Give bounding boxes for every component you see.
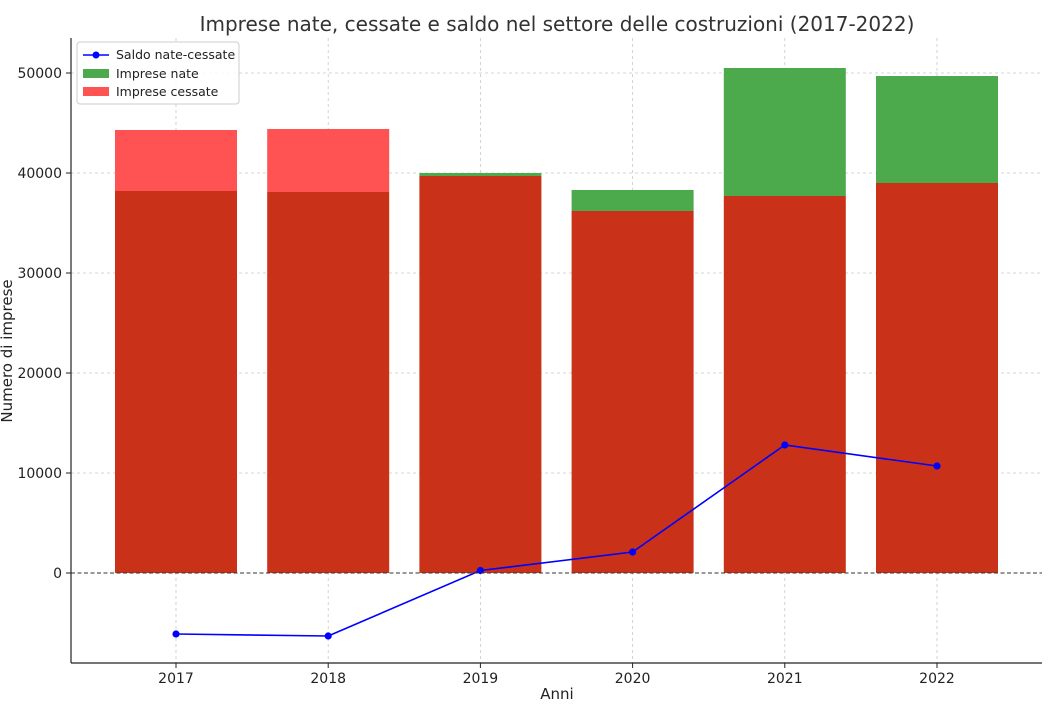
axes-layer: 0 10000 20000 30000 40000 50000 2017 2018 2019 20…: [17, 38, 1042, 687]
y-tick-label: 0: [53, 566, 62, 582]
y-tick-label: 10000: [17, 466, 62, 482]
y-axis-title: Numero di imprese: [0, 279, 16, 422]
y-tick-label: 40000: [17, 166, 62, 182]
x-axis-title: Anni: [540, 685, 573, 703]
legend-line-marker: [92, 51, 100, 59]
chart-title: Imprese nate, cessate e saldo nel settor…: [200, 12, 915, 36]
y-tick-label: 50000: [17, 66, 62, 82]
saldo-point: [476, 566, 484, 575]
saldo-point: [172, 630, 180, 638]
x-tick-label: 2021: [767, 671, 803, 687]
legend-label-cessate: Imprese cessate: [116, 84, 219, 99]
saldo-point: [933, 462, 941, 470]
legend-label-nate: Imprese nate: [116, 66, 199, 81]
legend-swatch-nate: [83, 69, 109, 78]
legend: Saldo nate-cessate Imprese nate Imprese …: [76, 41, 240, 105]
x-tick-label: 2019: [463, 671, 499, 687]
x-tick-label: 2020: [615, 671, 651, 687]
bar-overlap: [571, 211, 694, 573]
saldo-line: [175, 444, 938, 637]
x-tick-label: 2017: [158, 671, 194, 687]
saldo-point: [324, 632, 332, 640]
bar-nate: [723, 68, 846, 196]
bar-overlap: [419, 176, 542, 573]
bar-cessate: [115, 130, 237, 191]
x-tick-label: 2022: [919, 671, 955, 687]
x-tick-label: 2018: [310, 671, 346, 687]
legend-swatch-cessate: [83, 87, 109, 96]
bar-overlap: [115, 191, 237, 573]
bar-nate: [571, 190, 694, 211]
bars-layer: [115, 68, 998, 573]
bar-overlap: [876, 183, 998, 573]
bar-overlap: [723, 196, 846, 573]
saldo-point: [629, 548, 637, 556]
legend-label-saldo: Saldo nate-cessate: [116, 47, 235, 62]
y-tick-label: 20000: [17, 366, 62, 382]
saldo-point: [781, 441, 789, 449]
y-tick-label: 30000: [17, 266, 62, 282]
bar-cessate: [267, 129, 390, 192]
legend-frame: [76, 41, 240, 105]
bar-nate: [876, 76, 998, 183]
bar-overlap: [267, 192, 390, 573]
line-layer: [172, 441, 941, 640]
bar-nate: [419, 173, 542, 176]
